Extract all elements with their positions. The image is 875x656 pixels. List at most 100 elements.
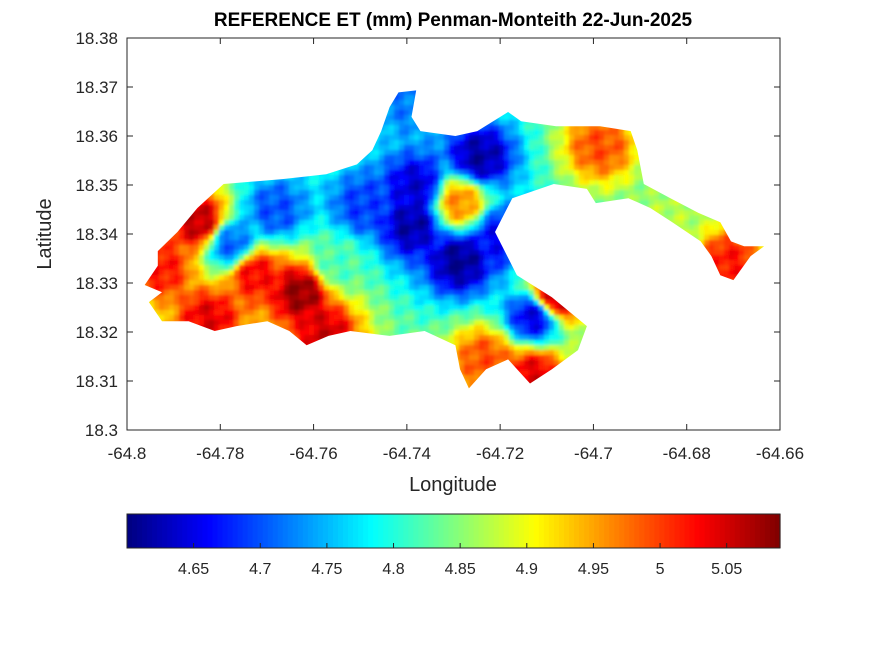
heatmap-cell <box>269 265 275 271</box>
heatmap-cell <box>374 250 380 256</box>
heatmap-cell <box>344 170 350 176</box>
heatmap-cell <box>474 230 480 236</box>
heatmap-cell <box>409 245 415 251</box>
heatmap-cell <box>239 215 245 221</box>
heatmap-cell <box>449 135 455 141</box>
heatmap-cell <box>519 190 525 196</box>
heatmap-cell <box>499 125 505 131</box>
heatmap-cell <box>249 215 255 221</box>
heatmap-cell <box>429 205 435 211</box>
heatmap-cell <box>664 205 670 211</box>
heatmap-cell <box>684 205 690 211</box>
heatmap-cell <box>479 240 485 246</box>
heatmap-cell <box>449 195 455 201</box>
heatmap-cell <box>299 180 305 186</box>
heatmap-cell <box>399 135 405 141</box>
heatmap-cell <box>194 275 200 281</box>
heatmap-cell <box>499 275 505 281</box>
heatmap-cell <box>379 220 385 226</box>
heatmap-cell <box>429 140 435 146</box>
heatmap-cell <box>394 95 400 101</box>
heatmap-cell <box>424 230 430 236</box>
heatmap-cell <box>499 185 505 191</box>
heatmap-cell <box>429 250 435 256</box>
heatmap-cell <box>494 145 500 151</box>
heatmap-cell <box>329 275 335 281</box>
heatmap-cell <box>219 220 225 226</box>
heatmap-cell <box>759 245 765 251</box>
heatmap-cell <box>384 235 390 241</box>
heatmap-cell <box>579 150 585 156</box>
heatmap-cell <box>339 190 345 196</box>
heatmap-cell <box>449 215 455 221</box>
heatmap-cell <box>369 225 375 231</box>
heatmap-cell <box>189 250 195 256</box>
heatmap-cell <box>389 250 395 256</box>
heatmap-cell <box>224 260 230 266</box>
heatmap-cell <box>204 240 210 246</box>
heatmap-cell <box>404 115 410 121</box>
heatmap-cell <box>179 280 185 286</box>
heatmap-cell <box>424 155 430 161</box>
heatmap-cell <box>554 140 560 146</box>
heatmap-cell <box>304 210 310 216</box>
heatmap-cell <box>239 185 245 191</box>
heatmap-cell <box>219 195 225 201</box>
heatmap-cell <box>349 270 355 276</box>
heatmap-cell <box>329 245 335 251</box>
heatmap-cell <box>484 190 490 196</box>
heatmap-cell <box>334 205 340 211</box>
heatmap-cell <box>169 235 175 241</box>
heatmap-cell <box>444 260 450 266</box>
heatmap-cell <box>564 165 570 171</box>
heatmap-cell <box>219 275 225 281</box>
heatmap-cell <box>569 145 575 151</box>
heatmap-cell <box>434 235 440 241</box>
heatmap-cell <box>404 275 410 281</box>
heatmap-cell <box>469 260 475 266</box>
heatmap-cell <box>409 200 415 206</box>
heatmap-cell <box>329 270 335 276</box>
heatmap-cell <box>329 280 335 286</box>
heatmap-cell <box>234 270 240 276</box>
heatmap-cell <box>514 150 520 156</box>
heatmap-cell <box>504 195 510 201</box>
heatmap-cell <box>514 155 520 161</box>
heatmap-cell <box>649 190 655 196</box>
heatmap-cell <box>549 155 555 161</box>
heatmap-cell <box>504 205 510 211</box>
heatmap-cell <box>209 255 215 261</box>
heatmap-cell <box>419 205 425 211</box>
heatmap-cell <box>549 130 555 136</box>
heatmap-cell <box>409 125 415 131</box>
heatmap-cell <box>599 145 605 151</box>
heatmap-cell <box>294 205 300 211</box>
heatmap-cell <box>554 125 560 131</box>
heatmap-cell <box>419 140 425 146</box>
heatmap-cell <box>344 185 350 191</box>
heatmap-cell <box>199 230 205 236</box>
heatmap-cell <box>589 145 595 151</box>
heatmap-cell <box>334 225 340 231</box>
heatmap-cell <box>629 190 635 196</box>
heatmap-cell <box>299 245 305 251</box>
heatmap-cell <box>299 205 305 211</box>
heatmap-cell <box>409 110 415 116</box>
heatmap-cell <box>484 245 490 251</box>
heatmap-cell <box>464 215 470 221</box>
heatmap-cell <box>389 180 395 186</box>
heatmap-cell <box>239 270 245 276</box>
heatmap-cell <box>604 185 610 191</box>
heatmap-cell <box>354 240 360 246</box>
heatmap-cell <box>324 210 330 216</box>
heatmap-cell <box>244 270 250 276</box>
heatmap-cell <box>314 235 320 241</box>
heatmap-cell <box>709 250 715 256</box>
heatmap-cell <box>709 240 715 246</box>
heatmap-cell <box>244 200 250 206</box>
heatmap-cell <box>264 205 270 211</box>
heatmap-cell <box>239 180 245 186</box>
heatmap-cell <box>249 270 255 276</box>
heatmap-cell <box>689 215 695 221</box>
heatmap-cell <box>354 210 360 216</box>
